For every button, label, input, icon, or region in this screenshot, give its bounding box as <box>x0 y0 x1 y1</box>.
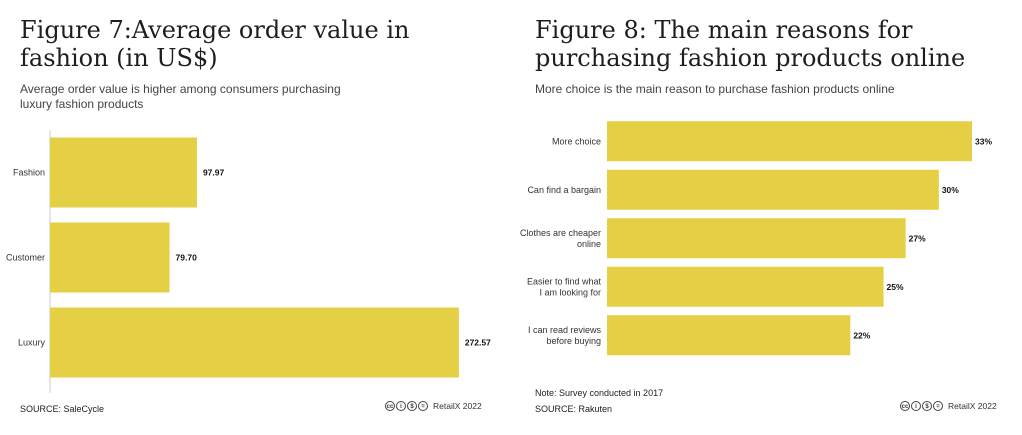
figure-7-license: cc i $ = RetailX 2022 <box>385 401 482 411</box>
category-label: Luxury <box>18 338 46 348</box>
bar-reason-1 <box>607 121 972 162</box>
cc-icon: cc <box>900 401 910 411</box>
value-label: 97.97 <box>203 168 225 178</box>
category-label: Customer <box>6 253 45 263</box>
nd-icon: = <box>933 401 943 411</box>
category-label: Can find a bargain <box>527 185 601 195</box>
figure-8-title: Figure 8: The main reasons for purchasin… <box>535 16 966 72</box>
figure-8-bar-chart: More choice 33% Can find a bargain 30% Cloth… <box>520 121 992 356</box>
bar-reason-2 <box>607 169 939 210</box>
figure-7-source: SOURCE: SaleCycle <box>20 404 105 414</box>
figure-8-panel: Figure 8: The main reasons for purchasin… <box>512 0 1022 435</box>
figure-7-bar-chart: Fashion 97.97 Customer 79.70 Luxury 272.57 <box>6 130 491 393</box>
value-label: 22% <box>853 330 870 340</box>
value-label: 27% <box>909 233 926 243</box>
by-icon: i <box>396 401 406 411</box>
figure-7-title: Figure 7:Average order value in fashion … <box>20 16 410 72</box>
nc-icon: $ <box>407 401 417 411</box>
figure-7-subtitle: Average order value is higher among cons… <box>20 82 341 111</box>
bar-reason-3 <box>607 218 906 259</box>
nd-icon: = <box>418 401 428 411</box>
figure-8-license: cc i $ = RetailX 2022 <box>900 401 997 411</box>
figure-8-credit: RetailX 2022 <box>948 401 997 411</box>
figure-8-source: SOURCE: Rakuten <box>535 404 613 414</box>
category-label: Fashion <box>13 168 45 178</box>
value-label: 79.70 <box>176 253 198 263</box>
category-label: I can read reviews before buying <box>528 325 602 346</box>
category-label: Clothes are cheaper online <box>520 228 601 249</box>
cc-icon: cc <box>385 401 395 411</box>
category-label: More choice <box>552 136 601 146</box>
category-label: Easier to find what I am looking for <box>527 276 602 297</box>
nc-icon: $ <box>922 401 932 411</box>
by-icon: i <box>911 401 921 411</box>
figure-8-subtitle: More choice is the main reason to purcha… <box>535 82 895 96</box>
bar-reason-4 <box>607 266 884 307</box>
figure-7-credit: RetailX 2022 <box>433 401 482 411</box>
value-label: 25% <box>887 282 904 292</box>
bar-reason-5 <box>607 315 851 356</box>
figure-8-note: Note: Survey conducted in 2017 <box>535 388 664 398</box>
bar-customer <box>50 222 170 293</box>
bar-fashion <box>50 137 197 208</box>
value-label: 272.57 <box>465 338 491 348</box>
bar-luxury <box>50 307 459 378</box>
figure-7-panel: Figure 7:Average order value in fashion … <box>0 0 505 435</box>
value-label: 33% <box>975 136 992 146</box>
value-label: 30% <box>942 185 959 195</box>
